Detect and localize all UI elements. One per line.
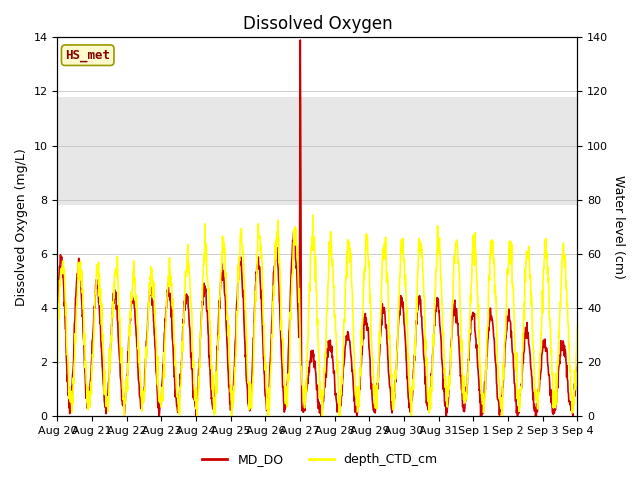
Title: Dissolved Oxygen: Dissolved Oxygen [243,15,392,33]
Y-axis label: Water level (cm): Water level (cm) [612,175,625,279]
Y-axis label: Dissolved Oxygen (mg/L): Dissolved Oxygen (mg/L) [15,148,28,306]
Legend: MD_DO, depth_CTD_cm: MD_DO, depth_CTD_cm [197,448,443,471]
Text: HS_met: HS_met [65,48,110,62]
Bar [58,97,577,205]
